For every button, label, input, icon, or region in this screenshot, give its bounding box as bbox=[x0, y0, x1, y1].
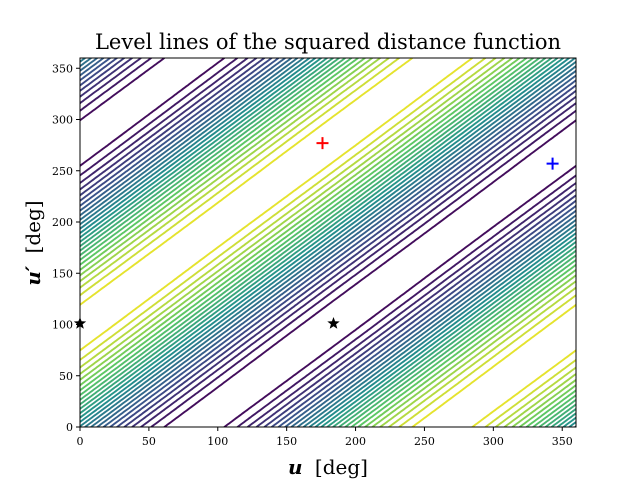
y-axis-ticks: 0 50 100 150 200 250 300 350 bbox=[52, 62, 80, 434]
y-axis-variable: u′ bbox=[21, 265, 45, 286]
contour-lines bbox=[80, 58, 576, 427]
contour-level-line bbox=[80, 58, 576, 427]
contour-level-line bbox=[80, 58, 576, 427]
contour-level-line bbox=[80, 58, 576, 427]
y-tick-label: 0 bbox=[66, 421, 73, 434]
x-axis-variable: u bbox=[288, 455, 303, 479]
contour-level-line bbox=[80, 58, 576, 427]
x-tick-label: 0 bbox=[77, 435, 84, 448]
contour-level-line bbox=[80, 58, 576, 427]
plot-frame bbox=[79, 57, 577, 428]
contour-level-line bbox=[80, 58, 576, 427]
x-axis-label: u [deg] bbox=[288, 455, 368, 479]
chart-title: Level lines of the squared distance func… bbox=[95, 30, 561, 54]
y-tick-label: 300 bbox=[52, 114, 73, 127]
contour-level-line bbox=[80, 58, 576, 427]
x-tick-label: 150 bbox=[276, 435, 297, 448]
contour-level-line bbox=[80, 58, 576, 427]
contour-level-line bbox=[80, 58, 576, 427]
x-tick-label: 250 bbox=[414, 435, 435, 448]
x-tick-label: 200 bbox=[345, 435, 366, 448]
x-tick-label: 300 bbox=[483, 435, 504, 448]
contour-level-line bbox=[80, 58, 576, 427]
x-tick-label: 50 bbox=[142, 435, 156, 448]
contour-level-line bbox=[80, 58, 576, 427]
y-tick-label: 150 bbox=[52, 267, 73, 280]
contour-level-line bbox=[80, 58, 576, 427]
contour-level-line bbox=[80, 58, 576, 427]
y-tick-label: 200 bbox=[52, 216, 73, 229]
contour-level-line bbox=[80, 58, 576, 427]
x-tick-label: 350 bbox=[552, 435, 573, 448]
contour-level-line bbox=[80, 58, 576, 427]
maximum-marker bbox=[316, 137, 329, 150]
x-tick-label: 100 bbox=[207, 435, 228, 448]
y-tick-label: 100 bbox=[52, 319, 73, 332]
contour-level-line bbox=[80, 58, 576, 427]
contour-level-line bbox=[80, 58, 576, 427]
contour-level-line bbox=[80, 58, 576, 427]
y-tick-label: 50 bbox=[59, 370, 73, 383]
x-axis-ticks: 0 50 100 150 200 250 300 350 bbox=[77, 427, 573, 448]
minimum-marker bbox=[546, 157, 559, 170]
y-tick-label: 350 bbox=[52, 62, 73, 75]
y-axis-unit: [deg] bbox=[21, 200, 45, 253]
y-tick-label: 250 bbox=[52, 165, 73, 178]
saddle-marker bbox=[327, 317, 340, 329]
y-axis-label: u′ [deg] bbox=[21, 200, 45, 285]
x-axis-unit: [deg] bbox=[315, 455, 368, 479]
